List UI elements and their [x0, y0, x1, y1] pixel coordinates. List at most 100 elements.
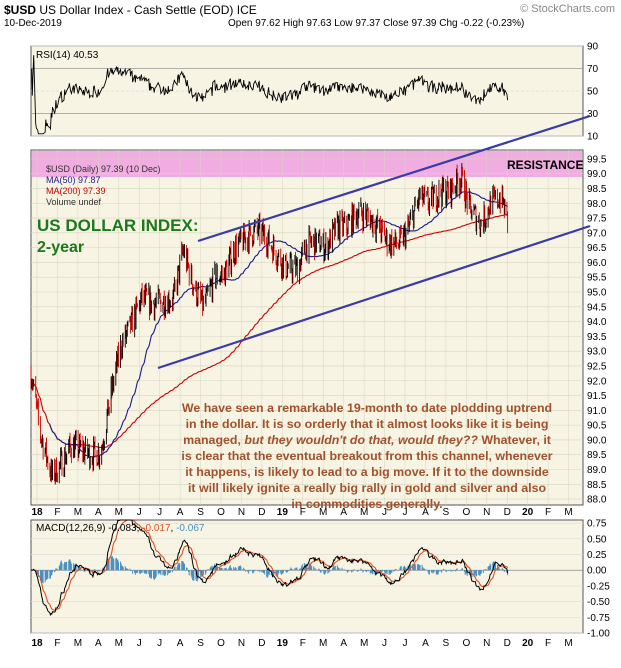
- month-tick-label: J: [382, 638, 387, 649]
- month-tick-label: 20: [522, 638, 534, 649]
- month-tick-label: D: [258, 507, 265, 518]
- price-tick-label: 88.5: [587, 480, 607, 491]
- macd-tick-label: -0.75: [587, 613, 610, 624]
- macd-tick-label: -0.25: [587, 581, 610, 592]
- month-tick-label: A: [422, 507, 429, 518]
- price-tick-label: 92.5: [587, 361, 607, 372]
- month-tick-label: F: [545, 507, 551, 518]
- month-tick-label: J: [157, 507, 162, 518]
- chart-title-line1: US DOLLAR INDEX:: [37, 216, 199, 235]
- month-tick-label: S: [443, 638, 450, 649]
- month-tick-label: O: [217, 507, 225, 518]
- ohlc-readout: Open 97.62 High 97.63 Low 97.37 Close 97…: [228, 18, 525, 29]
- price-tick-label: 99.5: [587, 154, 607, 165]
- index-name: US Dollar Index - Cash Settle (EOD): [39, 3, 234, 17]
- price-tick-label: 94.0: [587, 317, 607, 328]
- rsi-tick-label: 30: [587, 109, 599, 120]
- rsi-tick-label: 70: [587, 64, 599, 75]
- macd-panel: MACD(12,26,9) -0.083, -0.017, -0.067 0.7…: [30, 519, 610, 640]
- month-tick-label: J: [137, 507, 142, 518]
- month-tick-label: 19: [277, 638, 289, 649]
- price-tick-label: 96.0: [587, 258, 607, 269]
- month-tick-label: J: [157, 638, 162, 649]
- macd-tick-label: 0.25: [587, 550, 607, 561]
- macd-plot-area: [30, 519, 584, 634]
- channel-upper-line: [197, 114, 591, 243]
- price-tick-label: 89.0: [587, 465, 607, 476]
- month-tick-label: J: [137, 638, 142, 649]
- month-tick-label: S: [197, 507, 204, 518]
- note-line: in the dollar. It is so orderly that it …: [186, 417, 549, 431]
- note-line: managed, but they wouldn't do that, woul…: [183, 433, 551, 447]
- legend-price: $USD (Daily) 97.39 (10 Dec): [46, 164, 161, 174]
- month-tick-label: N: [483, 638, 490, 649]
- month-tick-label: D: [504, 507, 511, 518]
- price-tick-label: 93.0: [587, 347, 607, 358]
- macd-tick-label: 0.50: [587, 534, 607, 545]
- resistance-label: RESISTANCE: [507, 158, 583, 172]
- month-tick-label: M: [319, 507, 327, 518]
- macd-line: [30, 519, 509, 617]
- month-tick-label: M: [115, 638, 123, 649]
- month-tick-label: A: [177, 638, 184, 649]
- month-tick-label: M: [360, 638, 368, 649]
- price-tick-label: 98.0: [587, 199, 607, 210]
- note-line: We have seen a remarkable 19-month to da…: [182, 401, 552, 415]
- rsi-tick-label: 50: [587, 87, 599, 98]
- rsi-panel: RSI(14) 40.53 90 70 50 30 10: [30, 42, 599, 143]
- month-tick-label: 18: [31, 507, 43, 518]
- month-tick-label: M: [360, 507, 368, 518]
- price-tick-label: 97.0: [587, 228, 607, 239]
- price-tick-label: 88.0: [587, 495, 607, 506]
- price-tick-label: 99.0: [587, 169, 607, 180]
- month-tick-label: F: [54, 638, 60, 649]
- rsi-tick-label: 10: [587, 132, 599, 143]
- chart-title-line2: 2-year: [37, 239, 84, 256]
- price-tick-label: 96.5: [587, 243, 607, 254]
- macd-legend: MACD(12,26,9) -0.083, -0.017, -0.067: [36, 523, 205, 534]
- month-tick-label: F: [300, 507, 306, 518]
- legend-volume: Volume undef: [46, 197, 102, 207]
- price-tick-label: 92.0: [587, 376, 607, 387]
- rsi-tick-label: 90: [587, 42, 599, 53]
- month-tick-label: D: [258, 638, 265, 649]
- month-tick-label: 18: [31, 638, 43, 649]
- month-tick-label: A: [422, 638, 429, 649]
- note-line: is clear that the eventual breakout from…: [181, 449, 552, 463]
- month-tick-label: A: [95, 507, 102, 518]
- macd-tick-label: 0.00: [587, 566, 607, 577]
- legend-ma50: MA(50) 97.87: [46, 175, 101, 185]
- month-tick-label: F: [545, 638, 551, 649]
- price-tick-label: 98.5: [587, 184, 607, 195]
- legend-ma200: MA(200) 97.39: [46, 186, 106, 196]
- note-line: it will likely ignite a really big rally…: [188, 481, 546, 495]
- price-tick-label: 94.5: [587, 302, 607, 313]
- month-axis-bottom: 18 F M A M J J A S O N D 19 F M A M J J A S O N D 20 F M: [31, 638, 572, 649]
- macd-tick-label: 0.75: [587, 519, 607, 530]
- chart-header-title: $USD US Dollar Index - Cash Settle (EOD)…: [4, 3, 257, 17]
- chart-date: 10-Dec-2019: [4, 18, 62, 29]
- price-tick-label: 89.5: [587, 450, 607, 461]
- month-tick-label: M: [319, 638, 327, 649]
- month-tick-label: M: [74, 638, 82, 649]
- month-tick-label: F: [300, 638, 306, 649]
- macd-tick-label: -0.50: [587, 597, 610, 608]
- month-tick-label: A: [340, 507, 347, 518]
- month-tick-label: F: [54, 507, 60, 518]
- month-tick-label: N: [238, 507, 245, 518]
- month-tick-label: A: [340, 638, 347, 649]
- month-tick-label: M: [564, 507, 572, 518]
- ma200-line: [30, 214, 508, 448]
- month-tick-label: N: [483, 507, 490, 518]
- month-tick-label: M: [115, 507, 123, 518]
- month-tick-label: J: [403, 638, 408, 649]
- symbol: $USD: [4, 3, 37, 17]
- channel-lower-line: [157, 224, 591, 370]
- month-tick-label: N: [238, 638, 245, 649]
- rsi-label: RSI(14) 40.53: [36, 50, 99, 61]
- price-tick-label: 90.5: [587, 421, 607, 432]
- price-panel: RESISTANCE 99.5 99.0 98.5 98.0 97.5 97.0 96.5 9…: [30, 114, 607, 511]
- month-tick-label: J: [382, 507, 387, 518]
- month-tick-label: A: [177, 507, 184, 518]
